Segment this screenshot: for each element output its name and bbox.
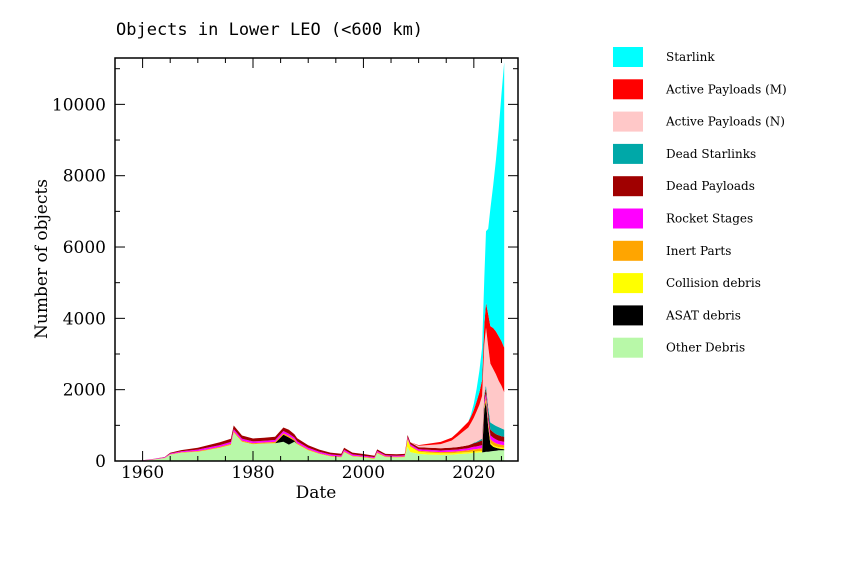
legend-swatch — [613, 208, 643, 229]
legend-swatch — [613, 176, 643, 197]
legend-label: Other Debris — [666, 341, 745, 355]
legend-label: Active Payloads (N) — [665, 115, 785, 129]
legend-swatch — [613, 240, 643, 261]
x-tick-label: 2020 — [452, 463, 495, 483]
legend-swatch — [613, 143, 643, 164]
y-tick-label: 4000 — [63, 309, 106, 329]
area-dead-payloads — [131, 388, 505, 461]
area-active-payloads-m — [131, 302, 505, 461]
legend-label: Rocket Stages — [666, 212, 753, 226]
legend-label: Active Payloads (M) — [665, 82, 787, 96]
x-tick-label: 2000 — [342, 463, 385, 483]
y-tick-label: 0 — [95, 452, 106, 472]
legend-swatch — [613, 337, 643, 358]
legend-swatch — [613, 273, 643, 294]
legend-label: Starlink — [666, 50, 715, 64]
legend-label: Dead Starlinks — [666, 147, 756, 161]
y-tick-label: 6000 — [63, 238, 106, 258]
legend-swatch — [613, 79, 643, 100]
area-starlink — [131, 62, 505, 462]
axis-ticks: 1960 1980 2000 2020 0 2000 4000 6000 8000 10000 — [52, 58, 518, 483]
chart-title: Objects in Lower LEO (<600 km) — [116, 20, 423, 40]
plot-frame — [114, 57, 519, 462]
y-tick-label: 2000 — [63, 381, 106, 401]
legend-swatch — [613, 47, 643, 67]
legend-swatch — [613, 111, 643, 132]
y-axis-label: Number of objects — [32, 179, 52, 339]
stacked-areas — [131, 62, 505, 462]
legend-label: Inert Parts — [666, 244, 731, 258]
x-tick-label: 1980 — [231, 463, 274, 483]
y-tick-label: 10000 — [52, 95, 106, 115]
legend-label: ASAT debris — [665, 308, 741, 322]
area-other-debris — [131, 432, 505, 461]
legend-swatch — [613, 305, 643, 326]
legend-label: Collision debris — [666, 276, 761, 290]
area-rocket-stages — [131, 393, 505, 461]
legend: Starlink Active Payloads (M) Active Payloa… — [613, 47, 787, 358]
x-axis-label: Date — [296, 483, 337, 503]
y-tick-label: 8000 — [63, 167, 106, 187]
legend-label: Dead Payloads — [666, 179, 755, 193]
x-tick-label: 1960 — [121, 463, 164, 483]
